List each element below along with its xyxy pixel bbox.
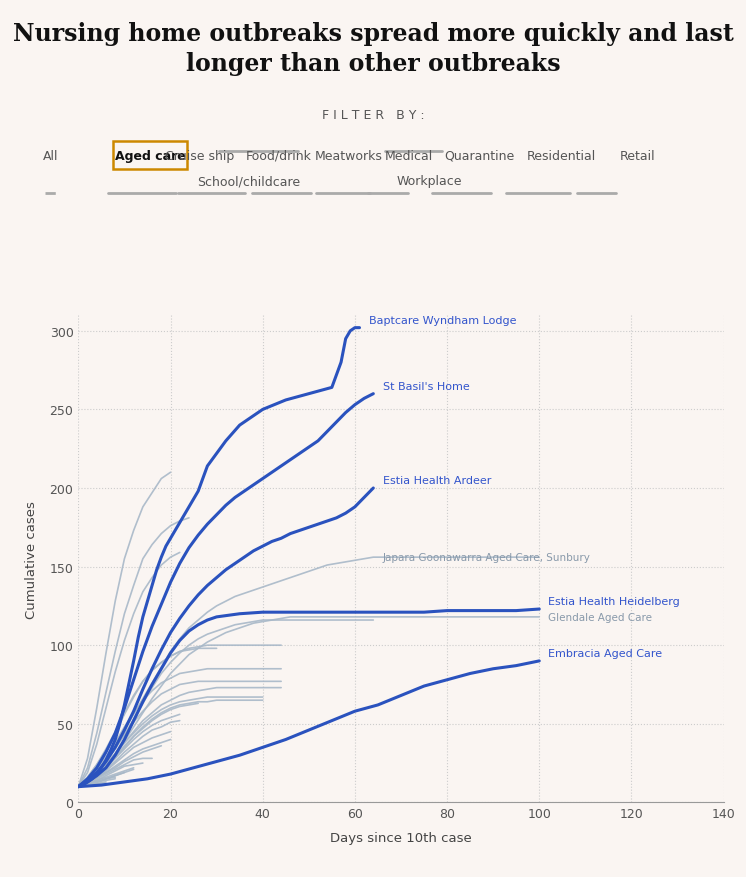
- Y-axis label: Cumulative cases: Cumulative cases: [25, 500, 39, 618]
- Text: Retail: Retail: [620, 150, 656, 162]
- Text: Medical: Medical: [385, 150, 433, 162]
- Text: Quarantine: Quarantine: [445, 150, 515, 162]
- Text: Aged care: Aged care: [115, 150, 185, 162]
- Text: Baptcare Wyndham Lodge: Baptcare Wyndham Lodge: [369, 315, 516, 325]
- Text: Estia Health Ardeer: Estia Health Ardeer: [383, 475, 491, 485]
- Text: St Basil's Home: St Basil's Home: [383, 381, 469, 391]
- X-axis label: Days since 10th case: Days since 10th case: [330, 831, 472, 845]
- Text: Residential: Residential: [527, 150, 595, 162]
- Text: All: All: [43, 150, 58, 162]
- Text: Food/drink: Food/drink: [245, 150, 311, 162]
- Text: Glendale Aged Care: Glendale Aged Care: [548, 612, 653, 622]
- Text: Meatworks: Meatworks: [316, 150, 383, 162]
- Text: Japara Goonawarra Aged Care, Sunbury: Japara Goonawarra Aged Care, Sunbury: [383, 553, 590, 562]
- Text: School/childcare: School/childcare: [197, 175, 300, 188]
- Text: Estia Health Heidelberg: Estia Health Heidelberg: [548, 596, 680, 606]
- Text: Workplace: Workplace: [396, 175, 462, 188]
- Text: Nursing home outbreaks spread more quickly and last
longer than other outbreaks: Nursing home outbreaks spread more quick…: [13, 22, 733, 75]
- Text: Embracia Aged Care: Embracia Aged Care: [548, 648, 662, 658]
- Text: F I L T E R   B Y :: F I L T E R B Y :: [322, 110, 424, 122]
- Text: Cruise ship: Cruise ship: [166, 150, 234, 162]
